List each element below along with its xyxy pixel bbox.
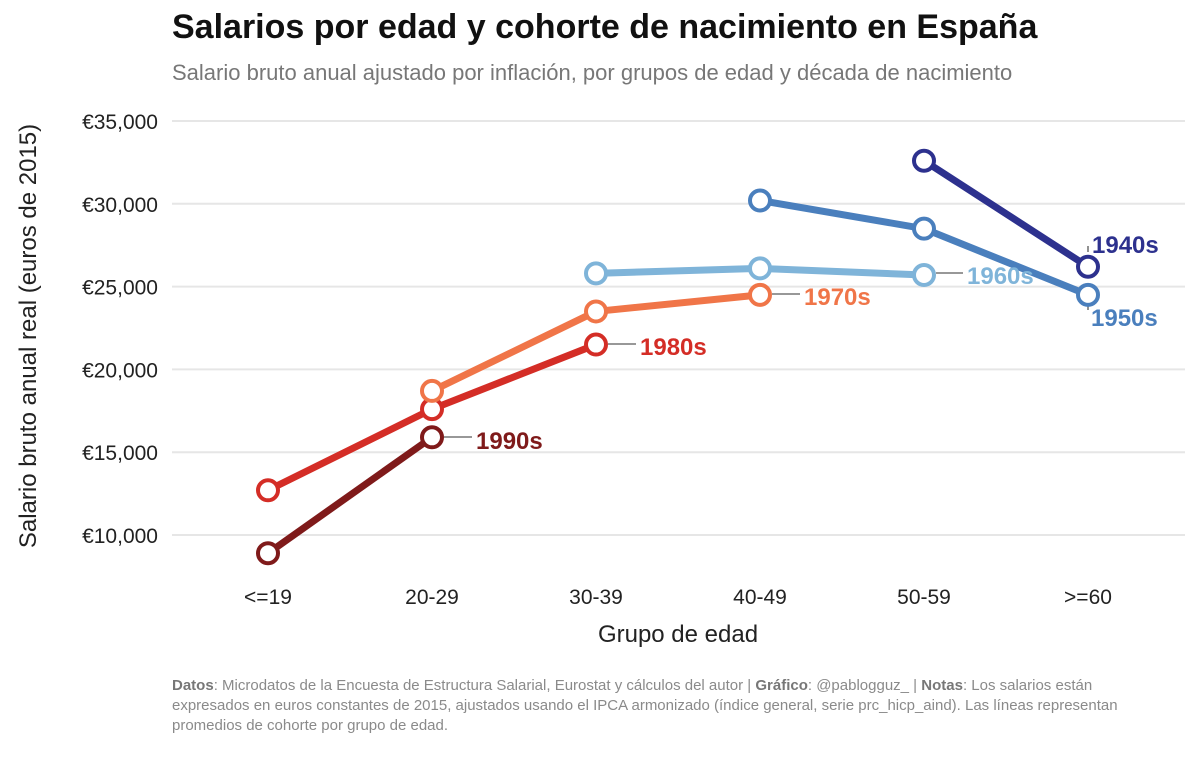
data-point-1940s bbox=[1076, 254, 1100, 279]
caption-grafico-text: : @pablogguz_ | bbox=[807, 677, 922, 694]
data-point-1950s bbox=[912, 216, 936, 241]
y-tick-label: €25,000 bbox=[82, 277, 158, 300]
y-axis-ticks: €10,000 €15,000 €20,000 €25,000 €30,000 €35,0… bbox=[82, 111, 158, 548]
data-point-1960s bbox=[584, 261, 608, 286]
data-point-1990s bbox=[420, 425, 444, 450]
y-tick-label: €35,000 bbox=[82, 111, 158, 134]
data-point-1950s bbox=[1076, 282, 1100, 307]
series-line-1990s bbox=[264, 433, 436, 557]
y-tick-label: €10,000 bbox=[82, 525, 158, 548]
data-point-1980s bbox=[584, 332, 608, 357]
chart-subtitle: Salario bruto anual ajustado por inflaci… bbox=[172, 60, 1013, 85]
y-tick-label: €15,000 bbox=[82, 442, 158, 465]
data-point-1970s bbox=[420, 378, 444, 403]
series-label-1970s: 1970s bbox=[804, 284, 871, 311]
data-point-1990s bbox=[256, 541, 280, 566]
data-point-1950s bbox=[748, 188, 772, 213]
caption-notas-text: : Los salarios están expresados en euros… bbox=[172, 677, 1118, 734]
x-axis-title: Grupo de edad bbox=[598, 621, 758, 648]
data-point-1940s bbox=[912, 148, 936, 173]
x-axis-ticks: <=19 20-29 30-39 40-49 50-59 >=60 bbox=[244, 586, 1112, 609]
data-point-1980s bbox=[256, 478, 280, 503]
label-leader-lines bbox=[444, 246, 1089, 438]
chart-caption: Datos: Microdatos de la Encuesta de Estr… bbox=[172, 676, 1152, 736]
series-label-1990s: 1990s bbox=[476, 428, 543, 455]
caption-grafico-label: Gráfico bbox=[755, 677, 808, 694]
x-tick-label: <=19 bbox=[244, 586, 292, 609]
series-label-1940s: 1940s bbox=[1092, 232, 1159, 259]
caption-datos-text: : Microdatos de la Encuesta de Estructur… bbox=[213, 677, 756, 694]
data-point-1960s bbox=[748, 256, 772, 281]
series-line-1940s bbox=[920, 157, 1092, 271]
data-point-1960s bbox=[912, 263, 936, 288]
y-axis-title: Salario bruto anual real (euros de 2015) bbox=[15, 124, 42, 548]
x-tick-label: 40-49 bbox=[733, 586, 787, 609]
x-tick-label: 30-39 bbox=[569, 586, 623, 609]
gridlines bbox=[172, 120, 1185, 536]
series-label-1980s: 1980s bbox=[640, 334, 707, 361]
data-point-1970s bbox=[748, 282, 772, 307]
series-label-1950s: 1950s bbox=[1091, 305, 1158, 332]
y-tick-label: €30,000 bbox=[82, 194, 158, 217]
series-label-1960s: 1960s bbox=[967, 263, 1034, 290]
series-labels: 1990s 1980s 1970s 1960s 1950s 1940s bbox=[476, 232, 1159, 455]
y-tick-label: €20,000 bbox=[82, 359, 158, 382]
series-points bbox=[256, 148, 1100, 566]
x-tick-label: 50-59 bbox=[897, 586, 951, 609]
caption-notas-label: Notas bbox=[921, 677, 963, 694]
chart-title: Salarios por edad y cohorte de nacimient… bbox=[172, 8, 1038, 46]
x-tick-label: >=60 bbox=[1064, 586, 1112, 609]
caption-datos-label: Datos bbox=[172, 677, 214, 694]
x-tick-label: 20-29 bbox=[405, 586, 459, 609]
data-point-1970s bbox=[584, 299, 608, 324]
